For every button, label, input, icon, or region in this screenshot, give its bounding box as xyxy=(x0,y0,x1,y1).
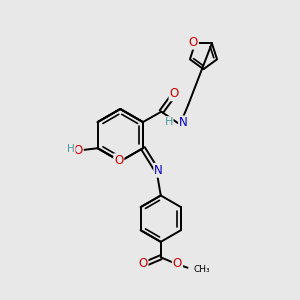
Text: H: H xyxy=(165,117,173,127)
Text: N: N xyxy=(179,116,188,130)
Text: O: O xyxy=(173,257,182,270)
Text: O: O xyxy=(138,257,148,270)
Text: N: N xyxy=(154,164,163,177)
Text: CH₃: CH₃ xyxy=(194,265,210,274)
Text: H: H xyxy=(67,144,75,154)
Text: O: O xyxy=(114,154,123,167)
Text: O: O xyxy=(74,144,83,157)
Text: O: O xyxy=(189,36,198,49)
Text: O: O xyxy=(169,87,179,100)
